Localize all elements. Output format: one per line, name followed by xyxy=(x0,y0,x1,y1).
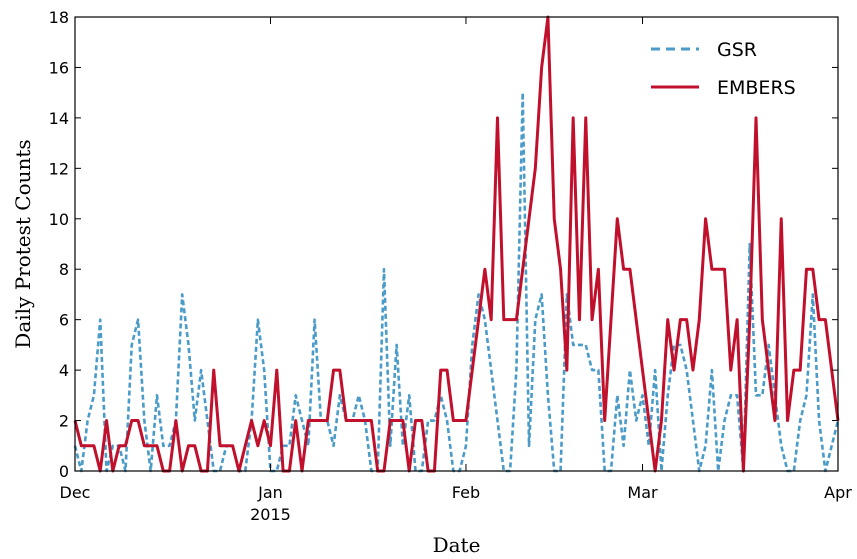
legend: GSR EMBERS xyxy=(651,39,796,99)
y-tick-label: 6 xyxy=(59,311,69,330)
y-tick-label: 8 xyxy=(59,260,69,279)
x-tick-sublabel: 2015 xyxy=(250,505,291,524)
y-tick-label: 10 xyxy=(49,210,69,229)
x-tick-label: Mar xyxy=(627,483,658,502)
y-axis-title: Daily Protest Counts xyxy=(11,139,35,348)
x-tick-label: Jan xyxy=(257,483,283,502)
x-axis: Dec Jan 2015 Feb Mar Apr xyxy=(60,17,852,524)
y-tick-label: 12 xyxy=(49,159,69,178)
x-tick-label: Apr xyxy=(824,483,852,502)
legend-label-gsr: GSR xyxy=(717,39,757,61)
x-tick-label: Feb xyxy=(452,483,480,502)
y-tick-label: 16 xyxy=(49,58,69,77)
y-tick-label: 18 xyxy=(49,8,69,27)
y-axis: 0 2 4 6 8 10 12 14 16 18 xyxy=(49,8,838,481)
x-tick-label: Dec xyxy=(60,483,91,502)
legend-label-embers: EMBERS xyxy=(717,77,796,99)
series-line-gsr xyxy=(73,91,840,473)
y-tick-label: 0 xyxy=(59,462,69,481)
y-tick-label: 14 xyxy=(49,109,69,128)
y-tick-label: 2 xyxy=(59,412,69,431)
plot-frame xyxy=(74,16,839,472)
y-tick-label: 4 xyxy=(59,361,69,380)
x-axis-title: Date xyxy=(433,533,481,557)
